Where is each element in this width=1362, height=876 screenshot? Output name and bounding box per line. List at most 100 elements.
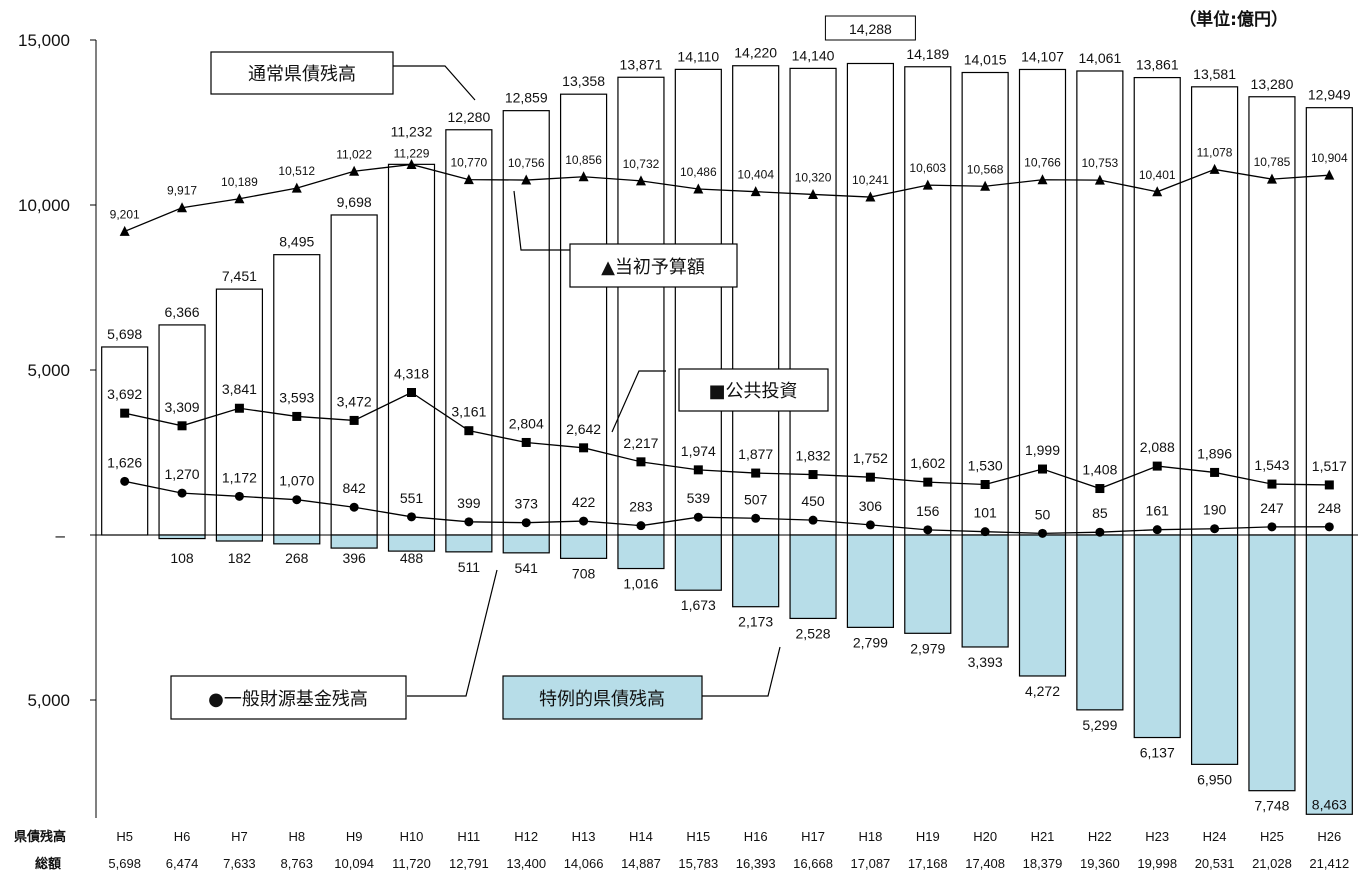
label-budget: 10,401 [1139,168,1176,182]
label-public: 2,088 [1140,439,1175,455]
marker-square [1267,479,1277,489]
label-special: 182 [228,550,252,566]
category-label: H20 [973,829,997,844]
bar-regular [273,254,321,536]
marker-circle [865,520,875,530]
bar-regular [1076,70,1124,536]
label-fund: 422 [572,494,596,510]
highlight-box-h18 [824,15,916,41]
marker-square [980,480,990,490]
label-budget: 10,603 [909,161,946,175]
label-special: 2,528 [796,625,831,641]
marker-circle [980,527,990,537]
bar-special [789,534,837,620]
legend-box-regular [210,51,394,95]
marker-circle [923,525,933,535]
callout-leader-budget [513,190,570,251]
label-public: 1,408 [1082,462,1117,478]
label-budget: 10,512 [278,164,315,178]
y-tick-label: 15,000 [18,31,70,50]
marker-circle [636,521,646,531]
label-regular: 13,861 [1136,57,1179,73]
label-regular: 12,949 [1308,87,1351,103]
bar-special [1133,534,1181,739]
label-budget: 10,904 [1311,151,1348,165]
marker-square [579,443,589,453]
label-fund: 247 [1260,500,1284,516]
marker-square [464,426,474,436]
unit-label: （単位:億円） [1179,9,1288,30]
label-public: 1,602 [910,455,945,471]
label-special: 488 [400,550,424,566]
category-label: H26 [1317,829,1341,844]
label-budget: 10,753 [1082,156,1119,170]
category-label: H11 [457,829,480,844]
total-value: 8,763 [280,856,313,871]
label-regular: 6,366 [165,304,200,320]
marker-circle [1095,527,1105,537]
bar-special [732,534,780,608]
marker-square [1152,461,1162,471]
bottom-row2-label: 総額 [35,856,61,872]
category-label: H25 [1260,829,1284,844]
legend-box-public [678,368,829,412]
bar-regular [789,67,837,536]
label-budget: 11,022 [336,147,372,161]
label-budget: 9,917 [167,184,197,198]
bar-regular [674,68,722,536]
label-budget: 10,189 [221,175,258,189]
marker-square [234,403,244,413]
marker-square [865,472,875,482]
total-value: 12,791 [449,856,489,871]
total-value: 7,633 [223,856,256,871]
label-regular: 13,581 [1193,66,1236,82]
label-fund: 306 [859,498,883,514]
label-public: 3,472 [337,393,372,409]
marker-circle [234,491,244,501]
marker-circle [579,516,589,526]
label-budget: 10,756 [508,156,545,170]
label-fund: 1,070 [279,473,314,489]
bottom-table: 県債残高 総額 H5 5,698 H6 6,474 H7 7,633 H8 8,763 H9 10… [14,829,1349,872]
label-public: 3,309 [165,399,200,415]
marker-triangle [291,182,302,193]
label-public: 1,832 [796,448,831,464]
category-label: H9 [346,829,363,844]
marker-square [923,477,933,487]
label-regular: 13,358 [562,73,605,89]
label-special: 8,463 [1312,796,1347,812]
bar-regular [502,110,550,536]
label-special: 5,299 [1082,717,1117,733]
marker-square [1324,480,1334,490]
bar-special [502,534,550,554]
label-public: 3,593 [279,389,314,405]
bar-special [846,534,895,628]
label-public: 1,752 [853,450,888,466]
total-value: 21,412 [1309,856,1349,871]
bar-special [674,534,722,591]
marker-square [1210,467,1220,477]
callout-leader-regular [392,65,476,101]
marker-circle [1152,525,1162,535]
marker-triangle [1324,169,1335,180]
bar-regular [559,93,608,536]
category-label: H5 [116,829,133,844]
marker-circle [120,476,130,486]
total-value: 5,698 [108,856,141,871]
bar-regular [387,163,436,536]
callout-leader-public [611,370,666,433]
category-label: H19 [916,829,940,844]
legend-regular: 通常県債残高 [248,64,356,85]
bar-regular [1190,86,1239,536]
label-regular: 14,220 [734,45,777,61]
label-public: 3,161 [451,404,486,420]
bar-special [1190,534,1239,765]
label-budget: 10,241 [852,173,889,187]
label-fund: 161 [1146,503,1170,519]
marker-triangle [521,174,532,185]
y-tick-label: – [56,526,66,545]
marker-triangle [578,171,589,182]
label-regular: 12,280 [447,109,490,125]
marker-circle [349,502,359,512]
